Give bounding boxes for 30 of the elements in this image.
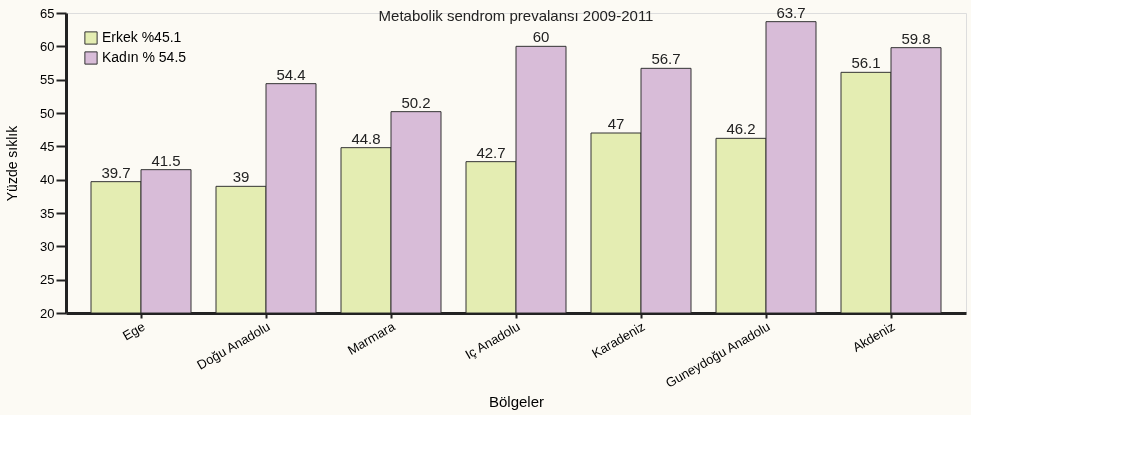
data-label: 46.2 (726, 120, 756, 138)
y-tick-label: 35 (40, 205, 55, 221)
x-axis-title: Bölgeler (488, 393, 545, 411)
y-tick-label: 45 (40, 138, 55, 154)
y-tick-label: 40 (40, 172, 55, 188)
data-label: 41.5 (151, 151, 181, 169)
y-tick-label: 30 (40, 238, 55, 254)
y-tick-label: 50 (40, 105, 55, 121)
data-label: 56.1 (851, 54, 881, 72)
data-label: 47 (607, 115, 625, 132)
data-label: 39 (232, 168, 250, 186)
y-tick-label: 60 (40, 38, 55, 54)
data-label: 50.2 (401, 93, 431, 111)
chart-title: Metabolik sendrom prevalansı 2009-2011 (378, 6, 654, 24)
y-tick-label: 55 (40, 72, 55, 88)
data-label: 39.7 (101, 163, 131, 181)
y-tick-label: 25 (40, 272, 55, 288)
data-label: 44.8 (351, 129, 381, 147)
legend-label: Kadın % 54.5 (102, 49, 187, 65)
data-label: 42.7 (476, 143, 506, 161)
data-label: 63.7 (776, 3, 806, 21)
legend-label: Erkek %45.1 (102, 29, 182, 45)
x-tick-label: Ege (119, 318, 148, 344)
y-axis-title: Yüzde sıklık (4, 124, 21, 202)
data-label: 59.8 (901, 29, 931, 47)
data-label: 60 (532, 28, 550, 46)
data-label: 56.7 (651, 50, 681, 68)
y-tick-label: 65 (40, 5, 55, 21)
data-label: 54.4 (276, 65, 306, 83)
y-tick-label: 20 (40, 305, 55, 321)
